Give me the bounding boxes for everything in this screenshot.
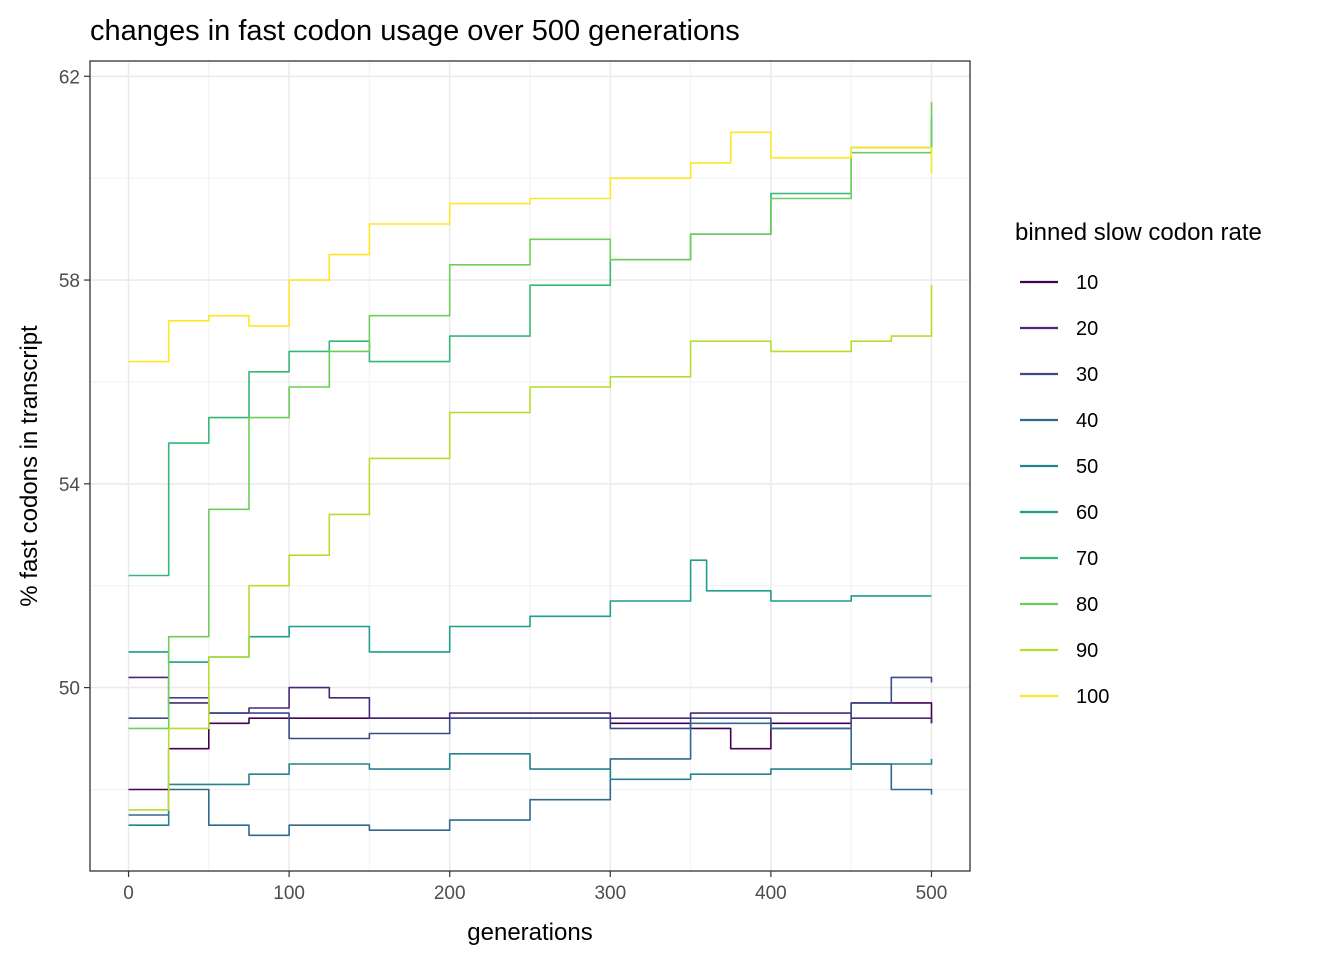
legend-title: binned slow codon rate <box>1015 219 1262 246</box>
legend-label-50: 50 <box>1076 456 1098 478</box>
series-line-100 <box>128 131 933 363</box>
legend-label-70: 70 <box>1076 548 1098 570</box>
legend-label-90: 90 <box>1076 640 1098 662</box>
x-tick-label: 500 <box>916 883 948 904</box>
legend-label-100: 100 <box>1076 686 1109 708</box>
y-tick-label: 54 <box>59 475 81 496</box>
y-tick-label: 58 <box>59 271 80 292</box>
legend-label-10: 10 <box>1076 272 1098 294</box>
chart-title: changes in fast codon usage over 500 gen… <box>90 15 740 47</box>
legend-label-30: 30 <box>1076 364 1098 386</box>
y-axis-title: % fast codons in transcript <box>16 325 43 607</box>
x-tick-label: 0 <box>123 883 134 904</box>
plot-panel-border <box>89 60 971 872</box>
x-tick-label: 300 <box>594 883 626 904</box>
series-line-90 <box>128 285 933 811</box>
x-axis-title: generations <box>467 919 592 946</box>
series-line-80 <box>128 101 933 730</box>
minor-gridlines <box>90 61 970 871</box>
y-tick-label: 62 <box>59 67 80 88</box>
y-axis-ticks: 50 54 58 62 <box>59 67 90 700</box>
x-axis-ticks: 0 100 200 300 400 500 <box>123 871 947 904</box>
series-lines <box>128 101 933 837</box>
y-tick-label: 50 <box>59 679 80 700</box>
legend-label-80: 80 <box>1076 594 1098 616</box>
series-line-50 <box>128 753 933 826</box>
legend-label-60: 60 <box>1076 502 1098 524</box>
legend-items: 10 20 30 40 50 60 70 80 90 100 <box>1020 272 1109 708</box>
x-tick-label: 200 <box>434 883 466 904</box>
x-tick-label: 100 <box>273 883 305 904</box>
legend: binned slow codon rate 10 20 30 40 50 60 70 80 9… <box>1015 219 1262 708</box>
legend-label-40: 40 <box>1076 410 1098 432</box>
series-line-40 <box>128 722 933 837</box>
legend-label-20: 20 <box>1076 318 1098 340</box>
x-tick-label: 400 <box>755 883 787 904</box>
